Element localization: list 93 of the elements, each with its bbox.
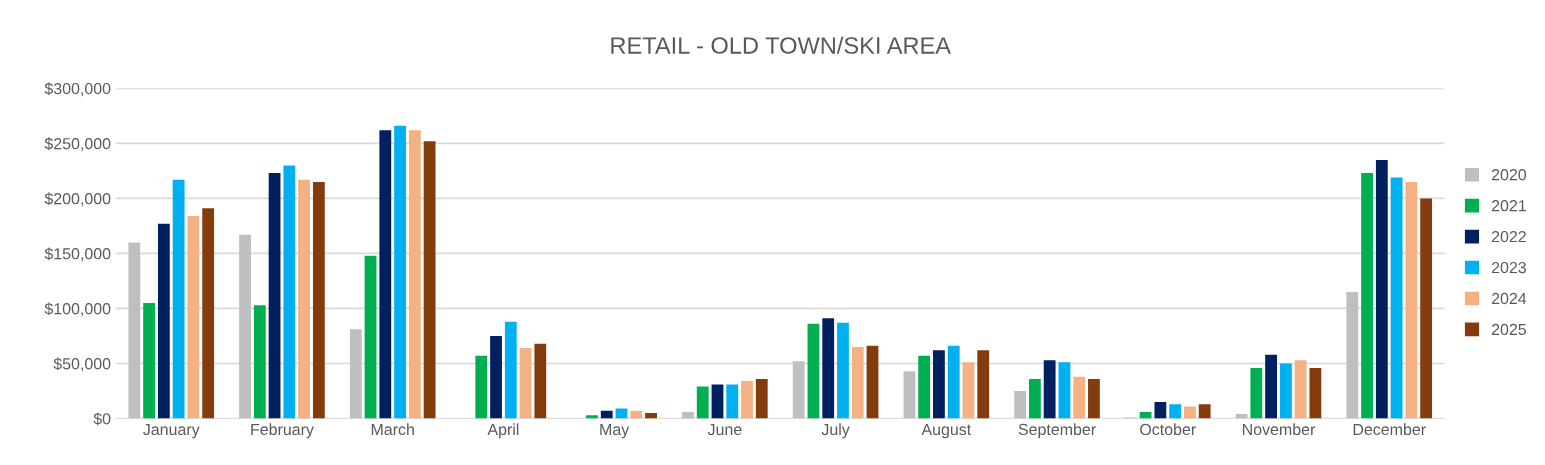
bar	[1184, 406, 1196, 419]
bar	[1169, 404, 1182, 419]
bar	[1375, 159, 1388, 419]
x-tick-label: December	[1353, 423, 1426, 436]
bar	[423, 141, 436, 419]
legend-label: 2021	[1491, 200, 1526, 212]
bar	[918, 355, 931, 419]
x-tick-label: February	[251, 423, 314, 439]
x-tick-label: August	[921, 423, 972, 439]
legend-label: 2020	[1491, 169, 1527, 181]
bar	[394, 125, 406, 419]
x-tick-label: April	[487, 423, 519, 439]
bar	[1390, 177, 1403, 419]
y-tick-label: $300,000	[44, 82, 111, 97]
bar	[1279, 363, 1292, 419]
legend-label: 2025	[1491, 323, 1527, 336]
x-tick-label: July	[821, 423, 850, 439]
y-tick-label: $100,000	[44, 302, 111, 317]
bar	[143, 302, 155, 419]
bar	[187, 216, 200, 419]
legend-label: 2024	[1491, 292, 1527, 305]
bar	[792, 361, 805, 419]
bar	[645, 413, 657, 419]
bar	[283, 165, 296, 419]
x-tick-label: January	[143, 423, 200, 439]
bar	[696, 386, 709, 419]
bar	[534, 343, 547, 419]
bar	[157, 223, 170, 419]
bar	[253, 305, 266, 419]
bar	[379, 130, 392, 419]
bar	[349, 329, 362, 419]
bar	[933, 350, 945, 419]
bar	[475, 355, 488, 419]
bar	[903, 371, 916, 419]
bar	[837, 322, 849, 419]
x-tick-label: November	[1242, 423, 1316, 436]
bar	[1154, 401, 1167, 419]
bar	[755, 378, 768, 419]
legend-label: 2023	[1491, 261, 1526, 274]
bar	[977, 350, 990, 419]
y-tick-label: $250,000	[44, 137, 111, 152]
bar	[268, 173, 281, 419]
y-tick-label: $0	[93, 412, 111, 426]
bar	[600, 410, 613, 419]
bar	[1139, 411, 1152, 419]
bar	[962, 362, 975, 419]
bar	[1309, 367, 1322, 419]
bar	[822, 318, 835, 419]
bar	[1028, 378, 1041, 419]
bar	[298, 179, 311, 419]
bar	[312, 181, 325, 419]
bar	[1405, 181, 1418, 419]
bar	[1073, 376, 1086, 419]
bar	[1250, 367, 1263, 419]
bar	[364, 255, 377, 419]
bar	[239, 234, 251, 419]
bar	[1014, 390, 1027, 419]
bar	[630, 410, 643, 419]
bar	[1361, 173, 1373, 419]
bar	[128, 242, 141, 419]
bar	[1043, 360, 1056, 419]
bar	[1058, 362, 1071, 419]
x-tick-label: September	[1018, 423, 1096, 439]
bar	[504, 321, 517, 419]
bar	[519, 348, 532, 419]
bar	[947, 345, 960, 419]
x-tick-label: October	[1140, 423, 1196, 436]
bar	[1294, 360, 1307, 419]
bar	[866, 345, 879, 419]
legend-label: 2022	[1491, 230, 1526, 243]
y-tick-label: $150,000	[44, 247, 111, 262]
bar	[202, 208, 215, 419]
bar	[807, 323, 820, 419]
x-tick-label: June	[707, 423, 742, 436]
bar	[586, 415, 598, 419]
bar	[408, 130, 421, 419]
x-tick-label: May	[600, 423, 630, 439]
y-tick-label: $200,000	[44, 192, 111, 207]
bar	[726, 384, 739, 419]
bar	[1088, 378, 1100, 419]
bar	[172, 179, 185, 419]
y-tick-label: $50,000	[53, 357, 111, 372]
bar	[851, 346, 864, 419]
bar	[1198, 404, 1211, 419]
bar	[1420, 198, 1433, 419]
bar	[711, 384, 724, 419]
bar	[741, 381, 753, 419]
bar	[1265, 354, 1278, 419]
chart-title: RETAIL - OLD TOWN/SKI AREA	[611, 36, 951, 54]
bar	[1346, 291, 1359, 419]
bar	[490, 335, 502, 419]
x-tick-label: March	[371, 423, 414, 436]
bar	[682, 411, 694, 419]
